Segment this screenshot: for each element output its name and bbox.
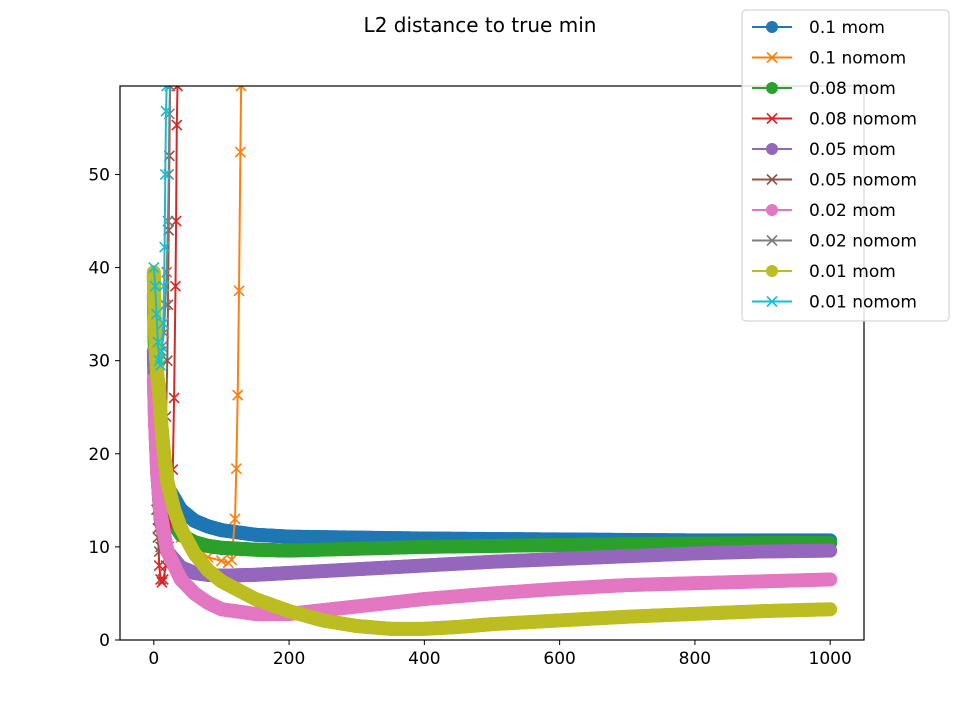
data-point [159,299,171,311]
legend-box [741,9,950,322]
legend-item-0-02-nomom[interactable]: 0.02 nomom [752,232,917,252]
data-point [148,261,160,274]
legend-marker [766,82,778,94]
legend-label: 0.08 nomom [809,110,917,130]
data-point [156,576,168,588]
legend-label: 0.02 nomom [809,232,917,252]
data-point [155,359,167,371]
y-tick-label: 0 [99,631,110,651]
data-point [233,285,245,297]
series-0-02-mom [146,372,838,621]
data-point [235,86,247,92]
data-point [158,280,170,292]
y-tick-label: 30 [88,352,110,372]
legend[interactable]: 0.1 mom 0.1 nomom 0.08 mom 0.08 nomom 0.05 m… [741,9,950,322]
series-0-08-mom [146,269,838,558]
legend-item-0-01-nomom[interactable]: 0.01 nomom [752,293,917,313]
series-0-01-mom [146,265,838,636]
legend-item-0-08-nomom[interactable]: 0.08 nomom [752,110,917,130]
data-point [152,336,164,348]
data-point [159,241,171,253]
data-point [155,573,167,586]
x-tick-label: 1000 [809,649,852,669]
legend-marker [766,295,778,308]
y-axis-ticks: 0 10 20 30 40 50 [88,165,120,651]
legend-item-0-01-mom[interactable]: 0.01 mom [752,262,896,282]
data-point [168,392,180,404]
legend-marker [766,112,778,125]
plot-frame [119,85,865,641]
x-axis-ticks: 0 200 400 600 800 1000 [148,640,852,669]
legend-marker [766,21,778,33]
series-layer [146,86,838,636]
data-point [171,119,183,131]
x-tick-label: 0 [148,649,159,669]
legend-label: 0.05 nomom [809,171,917,191]
legend-marker [766,51,778,64]
legend-marker [766,234,778,247]
legend-item-0-1-mom[interactable]: 0.1 mom [752,18,885,38]
y-tick-label: 20 [88,445,110,465]
data-point [160,105,172,117]
series-line-0-1-mom [152,295,831,542]
y-tick-label: 40 [88,259,110,279]
data-point [215,555,228,567]
data-point [157,317,169,329]
series-0-01-nomom [148,86,173,371]
data-point [149,280,161,292]
legend-label: 0.01 mom [809,262,896,282]
data-point [229,513,241,525]
legend-label: 0.1 mom [809,18,885,38]
legend-marker [766,173,778,186]
data-point [150,308,163,320]
legend-item-0-1-nomom[interactable]: 0.1 nomom [752,49,906,69]
data-point [230,463,242,475]
data-point [161,86,173,92]
data-point [157,573,169,586]
data-point [823,543,838,558]
legend-item-0-02-mom[interactable]: 0.02 mom [752,201,896,221]
series-line-0-08-mom [152,276,831,552]
legend-marker [766,143,778,155]
x-tick-label: 600 [543,649,575,669]
legend-item-0-05-mom[interactable]: 0.05 mom [752,140,896,160]
data-point [234,146,246,158]
data-point [226,554,238,566]
x-tick-label: 800 [679,649,711,669]
legend-label: 0.05 mom [809,140,896,160]
legend-marker [766,204,778,216]
y-tick-label: 50 [88,165,110,185]
y-tick-label: 10 [88,538,110,558]
data-point [161,355,173,367]
legend-label: 0.01 nomom [809,293,917,313]
data-point [159,168,171,181]
legend-marker [766,265,778,277]
x-tick-label: 400 [408,649,440,669]
data-point [823,572,838,587]
legend-item-0-08-mom[interactable]: 0.08 mom [752,79,896,99]
data-point [823,602,838,617]
chart-title: L2 distance to true min [364,13,597,37]
series-0-1-mom [146,288,838,548]
data-point [232,389,244,401]
x-tick-label: 200 [273,649,305,669]
legend-label: 0.02 mom [809,201,896,221]
legend-item-0-05-nomom[interactable]: 0.05 nomom [752,171,917,191]
legend-label: 0.1 nomom [809,49,906,69]
data-point [156,345,168,357]
data-point [170,215,182,227]
data-point [169,280,182,292]
legend-label: 0.08 mom [809,79,896,99]
